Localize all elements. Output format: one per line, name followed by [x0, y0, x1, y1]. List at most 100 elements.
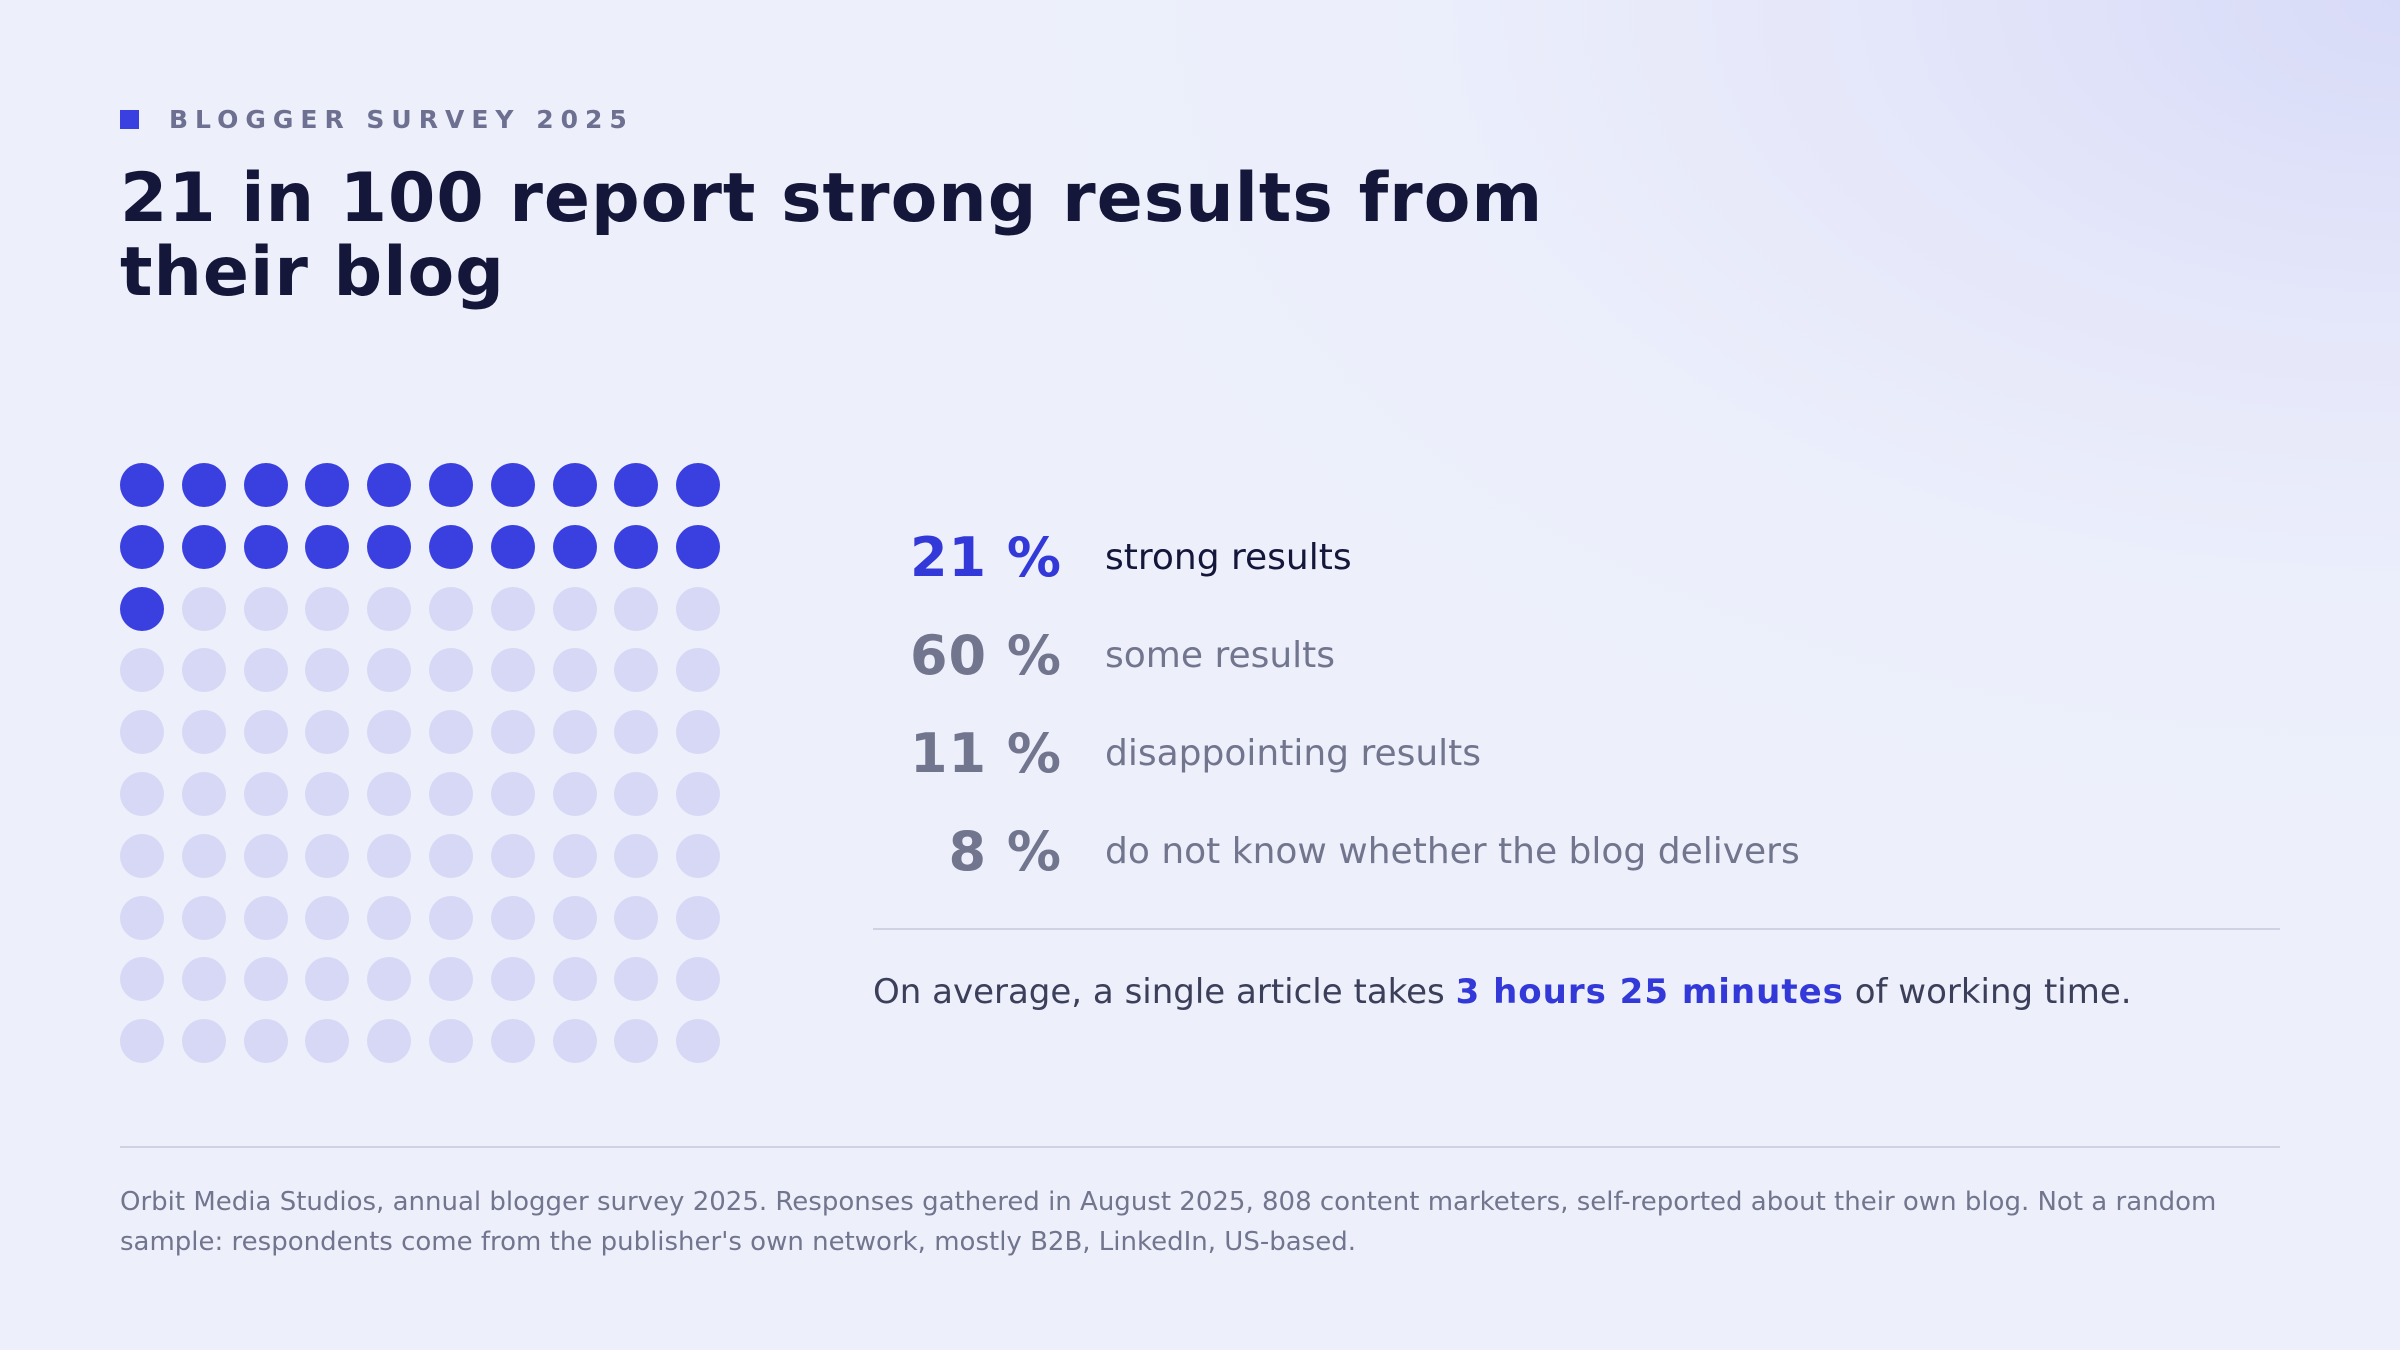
waffle-dot — [243, 895, 288, 940]
waffle-dot — [614, 957, 659, 1002]
waffle-dot — [305, 710, 350, 755]
waffle-dot — [305, 648, 350, 693]
waffle-dot-highlighted — [181, 524, 226, 569]
legend-percentage: 8 % — [948, 819, 1062, 883]
waffle-dot-highlighted — [490, 524, 535, 569]
eyebrow: BLOGGER SURVEY 2025 — [120, 104, 634, 134]
waffle-dot — [490, 772, 535, 816]
waffle-dot — [490, 710, 535, 755]
waffle-dot — [676, 710, 721, 755]
waffle-dot — [429, 957, 473, 1002]
waffle-dot — [120, 1019, 164, 1064]
waffle-dot — [181, 586, 226, 631]
legend-percentage: 21 % — [909, 525, 1062, 589]
legend-label: do not know whether the blog delivers — [1105, 830, 1800, 872]
waffle-dot — [120, 710, 164, 755]
eyebrow-text: BLOGGER SURVEY 2025 — [169, 104, 634, 134]
legend-percentage: 11 % — [909, 721, 1062, 785]
waffle-dot — [676, 648, 721, 693]
waffle-dot — [243, 833, 288, 878]
waffle-dot-highlighted — [120, 586, 164, 631]
waffle-dot — [120, 833, 164, 878]
waffle-dot-highlighted — [429, 463, 473, 507]
legend-row-do-not-know: 8 % do not know whether the blog deliver… — [880, 802, 2280, 900]
waffle-dot — [614, 895, 659, 940]
waffle-dot — [490, 586, 535, 631]
waffle-dot-highlighted — [243, 524, 288, 569]
waffle-dot-highlighted — [120, 524, 164, 569]
divider — [120, 1146, 2280, 1148]
waffle-dot-highlighted — [490, 463, 535, 507]
waffle-dot-highlighted — [614, 524, 659, 569]
waffle-dot — [181, 772, 226, 816]
waffle-dot-highlighted — [181, 463, 226, 507]
legend-label: disappointing results — [1105, 732, 1482, 774]
waffle-dot — [305, 833, 350, 878]
legend-row-some-results: 60 % some results — [880, 606, 2280, 704]
waffle-dot — [552, 1019, 597, 1064]
waffle-dot — [614, 710, 659, 755]
waffle-dot — [429, 1019, 473, 1064]
waffle-dot — [429, 895, 473, 940]
waffle-dot — [367, 772, 412, 816]
waffle-dot — [490, 895, 535, 940]
waffle-dot — [181, 1019, 226, 1064]
waffle-dot — [490, 957, 535, 1002]
waffle-dot — [243, 586, 288, 631]
waffle-dot — [552, 957, 597, 1002]
waffle-dot — [181, 895, 226, 940]
waffle-dot — [181, 833, 226, 878]
waffle-dot-highlighted — [367, 463, 412, 507]
waffle-dot — [490, 648, 535, 693]
waffle-dot — [367, 895, 412, 940]
waffle-dot — [676, 586, 721, 631]
waffle-dot — [552, 833, 597, 878]
waffle-dot — [490, 833, 535, 878]
waffle-dot — [305, 895, 350, 940]
waffle-dot — [367, 648, 412, 693]
waffle-dot-highlighted — [676, 463, 721, 507]
waffle-dot — [120, 772, 164, 816]
legend-label: strong results — [1105, 536, 1352, 578]
legend-label: some results — [1105, 634, 1336, 676]
waffle-dot — [490, 1019, 535, 1064]
waffle-dot — [120, 895, 164, 940]
waffle-dot — [181, 710, 226, 755]
waffle-dot — [367, 957, 412, 1002]
waffle-dot — [181, 957, 226, 1002]
waffle-dot — [552, 648, 597, 693]
waffle-dot — [676, 833, 721, 878]
waffle-dot — [243, 1019, 288, 1064]
average-time-statement: On average, a single article takes 3 hou… — [873, 972, 2132, 1012]
waffle-dot — [614, 648, 659, 693]
waffle-dot — [429, 648, 473, 693]
waffle-dot — [120, 957, 164, 1002]
waffle-dot-highlighted — [305, 524, 350, 569]
waffle-dot — [243, 710, 288, 755]
waffle-dot — [367, 586, 412, 631]
chart-legend: 21 % strong results 60 % some results 11… — [880, 508, 2280, 900]
waffle-dot-highlighted — [676, 524, 721, 569]
waffle-dot — [243, 648, 288, 693]
waffle-dot — [305, 772, 350, 816]
page-title: 21 in 100 report strong results from the… — [120, 159, 1544, 312]
waffle-dot — [614, 833, 659, 878]
average-value: 3 hours 25 minutes — [1455, 972, 1844, 1012]
waffle-dot — [305, 1019, 350, 1064]
waffle-dot — [429, 772, 473, 816]
waffle-dot — [614, 772, 659, 816]
divider — [873, 928, 2280, 930]
waffle-dot-highlighted — [429, 524, 473, 569]
average-prefix: On average, a single article takes — [873, 972, 1445, 1012]
eyebrow-square-icon — [120, 109, 139, 129]
waffle-dot-highlighted — [614, 463, 659, 507]
waffle-dot — [676, 957, 721, 1002]
waffle-dot — [367, 710, 412, 755]
waffle-dot — [614, 586, 659, 631]
waffle-dot — [243, 772, 288, 816]
waffle-dot — [614, 1019, 659, 1064]
waffle-dot — [367, 833, 412, 878]
waffle-dot — [305, 586, 350, 631]
waffle-dot-highlighted — [552, 463, 597, 507]
waffle-dot — [676, 772, 721, 816]
